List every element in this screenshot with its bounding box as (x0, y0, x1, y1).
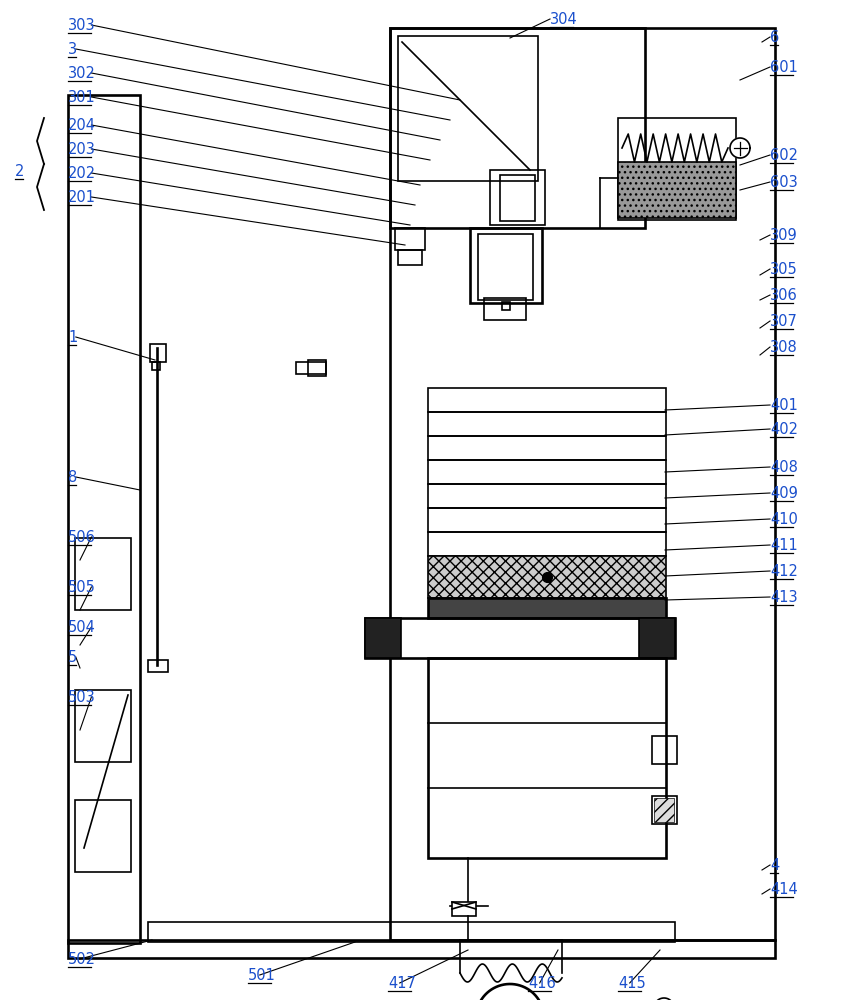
Bar (152, 362, 160, 370)
Bar (398, 250, 422, 265)
Bar (398, 36, 538, 181)
Text: 413: 413 (770, 590, 798, 605)
Bar (68, 940, 775, 958)
Bar (428, 388, 666, 412)
Text: 305: 305 (770, 262, 798, 277)
Bar (390, 28, 775, 940)
Bar (618, 162, 736, 218)
Bar (428, 412, 666, 436)
Text: 402: 402 (770, 422, 798, 437)
Text: 501: 501 (248, 968, 276, 983)
Bar (618, 118, 736, 220)
Text: 4: 4 (770, 858, 779, 873)
Bar (428, 508, 666, 532)
Bar (490, 170, 545, 225)
Polygon shape (730, 138, 750, 158)
Bar (428, 598, 666, 618)
Text: 414: 414 (770, 882, 798, 897)
Text: 8: 8 (68, 470, 77, 485)
Text: 502: 502 (68, 952, 96, 967)
Bar (75, 800, 131, 872)
Bar (652, 736, 677, 764)
Polygon shape (476, 984, 544, 1000)
Bar (654, 798, 674, 822)
Text: 409: 409 (770, 486, 798, 501)
Text: 202: 202 (68, 166, 96, 181)
Bar (470, 228, 542, 303)
Bar (452, 902, 476, 916)
Bar (308, 360, 326, 376)
Bar (148, 922, 675, 942)
Text: 303: 303 (68, 18, 96, 33)
Bar (75, 538, 131, 610)
Bar (428, 460, 666, 484)
Text: 201: 201 (68, 190, 96, 205)
Text: 410: 410 (770, 512, 798, 527)
Bar (502, 302, 510, 310)
Text: 505: 505 (68, 580, 96, 595)
Bar (150, 344, 166, 362)
Text: 601: 601 (770, 60, 798, 75)
Text: 415: 415 (618, 976, 645, 991)
Text: 417: 417 (388, 976, 416, 991)
Text: 304: 304 (550, 12, 577, 27)
Text: 307: 307 (770, 314, 798, 329)
Bar (395, 228, 425, 250)
Text: 301: 301 (68, 90, 96, 105)
Text: 503: 503 (68, 690, 96, 705)
Text: 2: 2 (15, 164, 25, 179)
Text: 602: 602 (770, 148, 798, 163)
Bar (365, 618, 401, 658)
Bar (68, 95, 140, 943)
Bar (428, 556, 666, 598)
Text: 401: 401 (770, 398, 798, 413)
Bar (428, 484, 666, 508)
Bar (652, 796, 677, 824)
Text: 411: 411 (770, 538, 798, 553)
Text: 203: 203 (68, 142, 96, 157)
Bar (478, 234, 533, 300)
Bar (75, 690, 131, 762)
Text: 504: 504 (68, 620, 96, 635)
Bar (148, 660, 168, 672)
Text: 204: 204 (68, 118, 96, 133)
Text: 1: 1 (68, 330, 77, 345)
Bar (296, 362, 326, 374)
Bar (390, 28, 645, 228)
Text: 506: 506 (68, 530, 96, 545)
Polygon shape (654, 998, 674, 1000)
Bar (484, 298, 526, 320)
Bar (639, 618, 675, 658)
Text: 309: 309 (770, 228, 798, 243)
Text: 302: 302 (68, 66, 96, 81)
Bar (428, 436, 666, 460)
Bar (428, 532, 666, 556)
Text: 416: 416 (528, 976, 555, 991)
Text: 308: 308 (770, 340, 798, 355)
Text: 306: 306 (770, 288, 798, 303)
Text: 5: 5 (68, 650, 77, 665)
Text: 3: 3 (68, 42, 77, 57)
Bar (500, 175, 535, 221)
Text: 408: 408 (770, 460, 798, 475)
Text: 6: 6 (770, 30, 779, 45)
Bar (428, 658, 666, 858)
Bar (365, 618, 675, 658)
Text: 603: 603 (770, 175, 798, 190)
Text: 412: 412 (770, 564, 798, 579)
